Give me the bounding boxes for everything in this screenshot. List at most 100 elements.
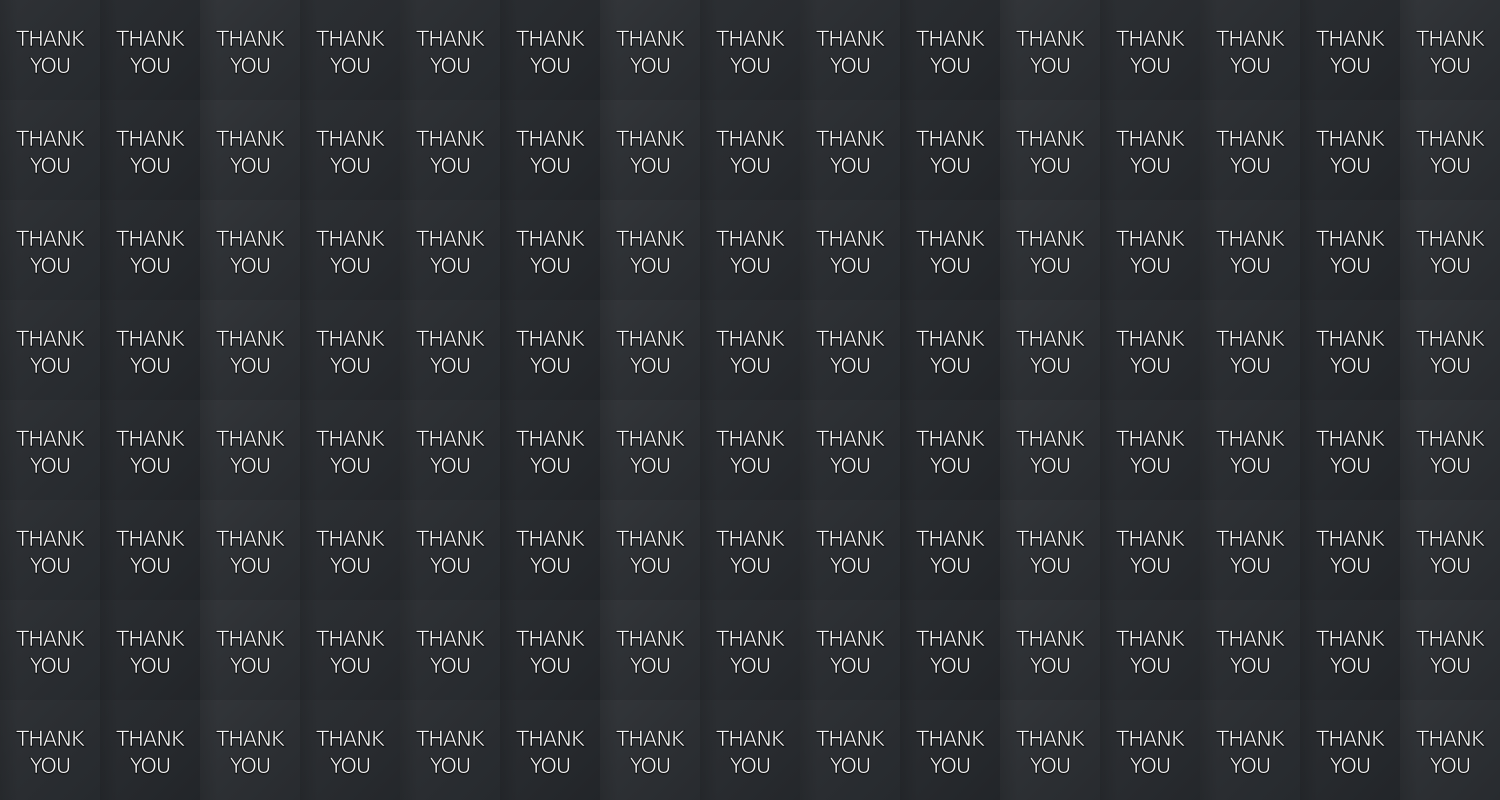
tile-line-you: YOU <box>1129 154 1171 179</box>
tile-line-you: YOU <box>1029 754 1071 779</box>
tile-line-thank: THANK <box>1216 227 1285 252</box>
thank-you-tile: THANK YOU <box>800 700 900 800</box>
tile-line-you: YOU <box>329 154 371 179</box>
tile-line-thank: THANK <box>616 527 685 552</box>
tile-text: THANK YOU <box>1100 26 1200 80</box>
tile-text: THANK YOU <box>300 26 400 80</box>
tile-line-thank: THANK <box>16 727 85 752</box>
tile-text: THANK YOU <box>1000 326 1100 380</box>
tile-text: THANK YOU <box>200 526 300 580</box>
tile-text: THANK YOU <box>700 726 800 780</box>
thank-you-tile: THANK YOU <box>900 200 1000 300</box>
tile-text: THANK YOU <box>600 226 700 280</box>
thank-you-tile: THANK YOU <box>200 500 300 600</box>
tile-line-thank: THANK <box>1016 427 1085 452</box>
tile-line-you: YOU <box>29 654 71 679</box>
tile-text: THANK YOU <box>0 626 100 680</box>
thank-you-tile: THANK YOU <box>1200 400 1300 500</box>
thank-you-tile: THANK YOU <box>100 600 200 700</box>
tile-line-thank: THANK <box>1216 327 1285 352</box>
tile-line-thank: THANK <box>916 327 985 352</box>
tile-line-thank: THANK <box>516 127 585 152</box>
tile-line-thank: THANK <box>416 127 485 152</box>
thank-you-tile: THANK YOU <box>500 300 600 400</box>
tile-text: THANK YOU <box>200 626 300 680</box>
tile-line-thank: THANK <box>1016 27 1085 52</box>
tile-text: THANK YOU <box>1300 726 1400 780</box>
thank-you-tile: THANK YOU <box>1400 500 1500 600</box>
tile-text: THANK YOU <box>1300 226 1400 280</box>
tile-line-you: YOU <box>429 354 471 379</box>
tile-text: THANK YOU <box>600 26 700 80</box>
tile-line-you: YOU <box>529 754 571 779</box>
tile-line-you: YOU <box>1329 454 1371 479</box>
thank-you-tile: THANK YOU <box>0 500 100 600</box>
tile-line-thank: THANK <box>516 327 585 352</box>
tile-line-thank: THANK <box>216 727 285 752</box>
tile-line-you: YOU <box>29 154 71 179</box>
thank-you-tile: THANK YOU <box>1300 500 1400 600</box>
thank-you-tile: THANK YOU <box>400 600 500 700</box>
tile-line-you: YOU <box>129 454 171 479</box>
thank-you-tile: THANK YOU <box>900 300 1000 400</box>
thank-you-tile: THANK YOU <box>700 200 800 300</box>
thank-you-tile: THANK YOU <box>1300 0 1400 100</box>
thank-you-tile: THANK YOU <box>600 700 700 800</box>
tile-line-thank: THANK <box>716 127 785 152</box>
thank-you-tile: THANK YOU <box>1100 0 1200 100</box>
tile-line-thank: THANK <box>516 427 585 452</box>
tile-text: THANK YOU <box>1300 126 1400 180</box>
tile-line-thank: THANK <box>616 127 685 152</box>
tile-line-you: YOU <box>1229 554 1271 579</box>
tile-text: THANK YOU <box>1200 326 1300 380</box>
tile-text: THANK YOU <box>700 526 800 580</box>
tile-line-you: YOU <box>729 454 771 479</box>
thank-you-tile: THANK YOU <box>500 200 600 300</box>
thank-you-tile: THANK YOU <box>1100 300 1200 400</box>
tile-line-thank: THANK <box>1116 227 1185 252</box>
tile-text: THANK YOU <box>1400 26 1500 80</box>
tile-text: THANK YOU <box>500 426 600 480</box>
tile-line-you: YOU <box>729 554 771 579</box>
tile-text: THANK YOU <box>1000 626 1100 680</box>
tile-text: THANK YOU <box>200 126 300 180</box>
tile-line-you: YOU <box>1429 554 1471 579</box>
tile-line-thank: THANK <box>316 27 385 52</box>
tile-text: THANK YOU <box>400 126 500 180</box>
tile-line-you: YOU <box>429 654 471 679</box>
tile-line-thank: THANK <box>1016 727 1085 752</box>
tile-text: THANK YOU <box>1200 426 1300 480</box>
tile-text: THANK YOU <box>1400 626 1500 680</box>
tile-line-you: YOU <box>1029 54 1071 79</box>
tile-line-thank: THANK <box>416 327 485 352</box>
thank-you-tile: THANK YOU <box>900 0 1000 100</box>
tile-line-thank: THANK <box>1316 327 1385 352</box>
thank-you-tile: THANK YOU <box>1400 0 1500 100</box>
thank-you-tile: THANK YOU <box>0 200 100 300</box>
tile-text: THANK YOU <box>500 26 600 80</box>
tile-line-you: YOU <box>1229 654 1271 679</box>
thank-you-tile: THANK YOU <box>1400 400 1500 500</box>
tile-line-you: YOU <box>1229 154 1271 179</box>
tile-line-thank: THANK <box>1316 27 1385 52</box>
tile-line-you: YOU <box>1329 554 1371 579</box>
tile-text: THANK YOU <box>400 726 500 780</box>
thank-you-tile: THANK YOU <box>200 600 300 700</box>
thank-you-tile: THANK YOU <box>700 300 800 400</box>
tile-text: THANK YOU <box>0 26 100 80</box>
tile-line-you: YOU <box>1429 654 1471 679</box>
thank-you-tile: THANK YOU <box>1000 500 1100 600</box>
tile-text: THANK YOU <box>1300 426 1400 480</box>
tile-text: THANK YOU <box>1200 26 1300 80</box>
tile-text: THANK YOU <box>200 426 300 480</box>
thank-you-tile: THANK YOU <box>400 100 500 200</box>
tile-line-you: YOU <box>329 654 371 679</box>
tile-line-thank: THANK <box>1416 627 1485 652</box>
tile-line-you: YOU <box>1129 354 1171 379</box>
tile-text: THANK YOU <box>100 526 200 580</box>
thank-you-tile: THANK YOU <box>200 200 300 300</box>
thank-you-tile: THANK YOU <box>1300 400 1400 500</box>
tile-line-thank: THANK <box>216 627 285 652</box>
thank-you-tile: THANK YOU <box>400 200 500 300</box>
